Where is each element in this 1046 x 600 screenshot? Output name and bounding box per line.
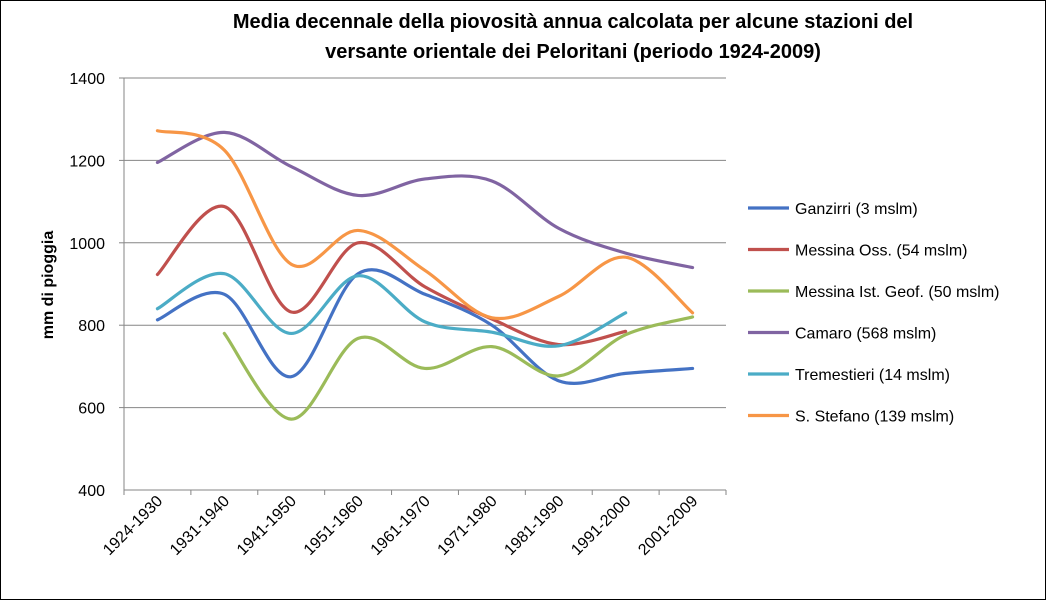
x-tick-label: 1991-2000 bbox=[568, 493, 634, 559]
y-tick-label: 400 bbox=[78, 483, 105, 500]
x-tick-label: 1971-1980 bbox=[435, 493, 501, 559]
y-tick-label: 600 bbox=[78, 401, 105, 418]
legend-label: S. Stefano (139 mslm) bbox=[795, 409, 954, 426]
x-tick-label: 1941-1950 bbox=[234, 493, 300, 559]
series-line-0 bbox=[155, 268, 695, 385]
y-tick-label: 800 bbox=[78, 318, 105, 335]
series-line-4 bbox=[155, 271, 628, 348]
series-lines bbox=[155, 129, 695, 421]
series-line-2 bbox=[222, 315, 695, 421]
axes bbox=[119, 77, 727, 495]
y-tick-label: 1400 bbox=[69, 71, 105, 88]
x-tick-label: 1981-1990 bbox=[501, 493, 567, 559]
gridlines bbox=[124, 77, 726, 409]
legend-label: Messina Ist. Geof. (50 mslm) bbox=[795, 284, 1000, 301]
y-tick-labels: 400 600 800 1000 1200 1400 bbox=[69, 71, 105, 500]
legend-label: Tremestieri (14 mslm) bbox=[795, 367, 950, 384]
x-tick-label: 1961-1970 bbox=[368, 493, 434, 559]
chart-title-line-1: Media decennale della piovosità annua ca… bbox=[233, 11, 913, 33]
y-tick-label: 1000 bbox=[69, 236, 105, 253]
x-tick-labels: 1924-1930 1931-1940 1941-1950 1951-1960 1961… bbox=[100, 493, 701, 559]
legend-label: Ganzirri (3 mslm) bbox=[795, 201, 918, 218]
series-line-5 bbox=[155, 129, 695, 321]
legend-label: Camaro (568 mslm) bbox=[795, 326, 936, 343]
legend-label: Messina Oss. (54 mslm) bbox=[795, 243, 967, 260]
series-line-3 bbox=[155, 130, 695, 270]
series-line-1 bbox=[155, 204, 628, 347]
legend: Ganzirri (3 mslm) Messina Oss. (54 mslm) M… bbox=[748, 201, 1000, 426]
y-axis-label: mm di pioggia bbox=[40, 231, 57, 340]
y-tick-label: 1200 bbox=[69, 153, 105, 170]
x-tick-label: 1931-1940 bbox=[167, 493, 233, 559]
x-tick-label: 2001-2009 bbox=[635, 493, 701, 559]
x-tick-label: 1924-1930 bbox=[100, 493, 166, 559]
chart-title-line-2: versante orientale dei Peloritani (perio… bbox=[325, 41, 821, 63]
x-tick-label: 1951-1960 bbox=[301, 493, 367, 559]
